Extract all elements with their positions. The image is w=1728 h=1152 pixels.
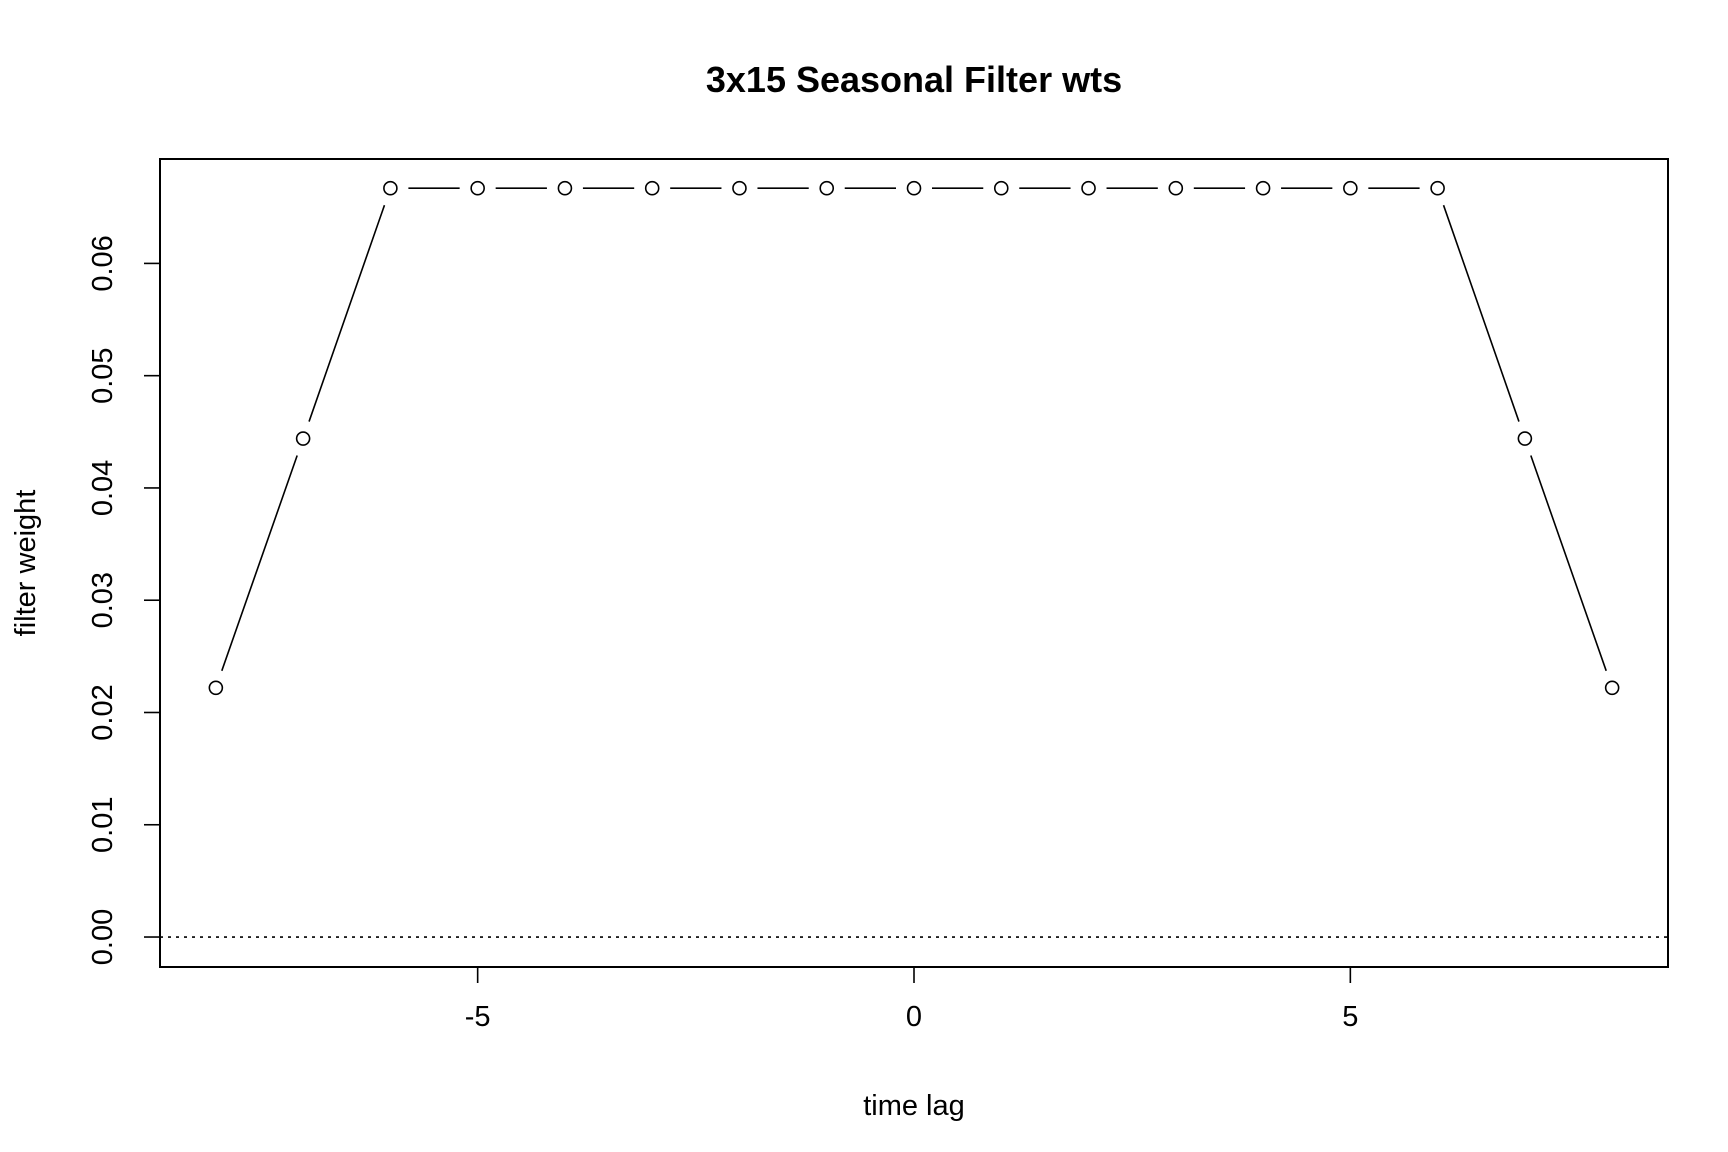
data-point <box>819 180 835 196</box>
data-point <box>1255 180 1271 196</box>
data-point <box>906 180 922 196</box>
data-point <box>208 680 224 696</box>
y-tick-label: 0.02 <box>87 684 119 740</box>
data-point <box>383 180 398 196</box>
data-point <box>295 431 311 446</box>
x-axis-label: time lag <box>863 1090 965 1122</box>
x-axis: -5 0 5 <box>465 967 1358 1033</box>
series-line-segment <box>1442 204 1520 422</box>
chart-title: 3x15 Seasonal Filter wts <box>706 59 1122 100</box>
data-point <box>1430 180 1445 196</box>
series-line-segment <box>221 455 298 672</box>
data-point <box>1604 680 1620 696</box>
data-point <box>1343 180 1358 196</box>
x-tick-label: -5 <box>465 1001 491 1033</box>
data-point <box>470 180 485 196</box>
y-axis-label: filter weight <box>10 490 42 637</box>
y-axis: 0.00 0.01 0.02 0.03 0.04 0.05 0.06 <box>87 235 160 965</box>
x-tick-label: 0 <box>906 1001 922 1033</box>
x-tick-label: 5 <box>1342 1001 1358 1033</box>
data-point <box>644 180 660 196</box>
y-tick-label: 0.05 <box>87 347 119 403</box>
series-layer <box>208 180 1620 696</box>
y-tick-label: 0.00 <box>87 909 119 965</box>
data-point <box>1517 431 1533 446</box>
data-point <box>1081 180 1096 196</box>
series-line-segment <box>308 204 386 422</box>
data-point <box>732 180 747 196</box>
data-point <box>1168 180 1184 196</box>
data-point <box>557 180 573 196</box>
y-tick-label: 0.01 <box>87 797 119 853</box>
series-line-segment <box>1530 455 1607 672</box>
plot-frame <box>159 158 1669 968</box>
y-tick-label: 0.03 <box>87 572 119 628</box>
y-tick-label: 0.04 <box>87 460 119 516</box>
data-point <box>993 180 1009 196</box>
y-tick-label: 0.06 <box>87 235 119 291</box>
